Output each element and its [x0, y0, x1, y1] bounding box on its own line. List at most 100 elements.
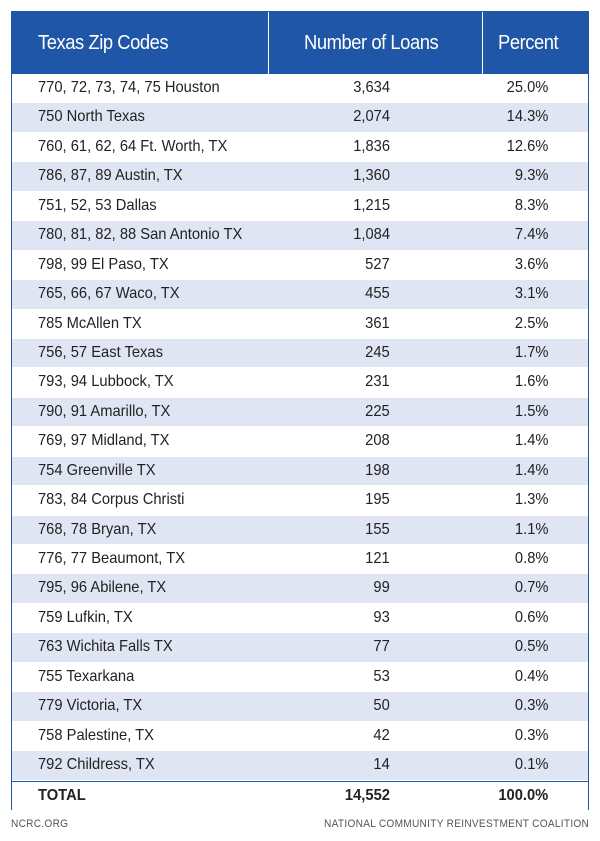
table-row: 758 Palestine, TX 42 0.3% — [12, 721, 588, 752]
zip-cell: 759 Lufkin, TX — [38, 608, 133, 626]
table-row: 754 Greenville TX 198 1.4% — [12, 456, 588, 487]
zip-cell: 786, 87, 89 Austin, TX — [38, 167, 183, 185]
zip-cell: 758 Palestine, TX — [38, 726, 154, 744]
percent-cell: 9.3% — [514, 167, 548, 185]
table-row: 755 Texarkana 53 0.4% — [12, 662, 588, 693]
footer-site: NCRC.ORG — [11, 818, 69, 830]
zip-cell: 763 Wichita Falls TX — [38, 638, 173, 656]
percent-cell: 14.3% — [506, 108, 548, 126]
percent-cell: 2.5% — [514, 314, 548, 332]
total-label: TOTAL — [38, 786, 86, 804]
loans-cell: 1,836 — [353, 137, 390, 155]
table-row: 792 Childress, TX 14 0.1% — [12, 751, 588, 781]
table-row: 785 McAllen TX 361 2.5% — [12, 309, 588, 339]
zip-cell: 776, 77 Beaumont, TX — [38, 550, 186, 567]
zip-cell: 760, 61, 62, 64 Ft. Worth, TX — [38, 137, 228, 155]
percent-cell: 0.3% — [514, 697, 548, 715]
total-loans: 14,552 — [344, 786, 390, 804]
percent-cell: 1.1% — [514, 520, 548, 538]
loans-cell: 527 — [365, 255, 390, 273]
percent-cell: 1.3% — [514, 491, 548, 509]
percent-cell: 0.5% — [514, 638, 548, 656]
loans-cell: 225 — [365, 402, 390, 420]
loans-cell: 245 — [365, 343, 390, 361]
loans-cell: 93 — [373, 608, 390, 626]
table-row: 759 Lufkin, TX 93 0.6% — [12, 603, 588, 634]
footer-org: NATIONAL COMMUNITY REINVESTMENT COALITIO… — [323, 818, 589, 830]
table-header: Texas Zip Codes Number of Loans Percent — [12, 12, 588, 74]
table-row: 750 North Texas 2,074 14.3% — [12, 103, 588, 133]
zip-cell: 785 McAllen TX — [38, 314, 142, 332]
zip-cell: 770, 72, 73, 74, 75 Houston — [38, 79, 220, 96]
loans-cell: 14 — [373, 756, 390, 774]
loans-cell: 121 — [365, 550, 390, 567]
table-row: 768, 78 Bryan, TX 155 1.1% — [12, 515, 588, 545]
zip-cell: 795, 96 Abilene, TX — [38, 579, 167, 597]
loans-cell: 198 — [365, 461, 390, 479]
table-row: 783, 84 Corpus Christi 195 1.3% — [12, 486, 588, 516]
column-header-loans: Number of Loans — [304, 32, 439, 54]
table-row: 779 Victoria, TX 50 0.3% — [12, 692, 588, 722]
zip-cell: 769, 97 Midland, TX — [38, 432, 170, 450]
table-row: 795, 96 Abilene, TX 99 0.7% — [12, 574, 588, 604]
zip-cell: 793, 94 Lubbock, TX — [38, 373, 174, 391]
table-row: 763 Wichita Falls TX 77 0.5% — [12, 633, 588, 663]
table-row: 756, 57 East Texas 245 1.7% — [12, 338, 588, 369]
zip-cell: 756, 57 East Texas — [38, 343, 163, 361]
table-row: 786, 87, 89 Austin, TX 1,360 9.3% — [12, 162, 588, 192]
loans-cell: 2,074 — [353, 108, 390, 126]
loans-cell: 455 — [365, 285, 390, 303]
zip-cell: 750 North Texas — [38, 108, 145, 126]
loans-cell: 42 — [373, 726, 390, 744]
percent-cell: 1.4% — [514, 461, 548, 479]
table-row: 751, 52, 53 Dallas 1,215 8.3% — [12, 191, 588, 222]
percent-cell: 1.4% — [514, 432, 548, 450]
table-row: 793, 94 Lubbock, TX 231 1.6% — [12, 368, 588, 398]
percent-cell: 0.3% — [514, 726, 548, 744]
table-row: 776, 77 Beaumont, TX 121 0.8% — [12, 545, 588, 575]
table-body: 770, 72, 73, 74, 75 Houston 3,634 25.0% 750… — [12, 74, 588, 810]
table-row: 770, 72, 73, 74, 75 Houston 3,634 25.0% — [12, 74, 588, 104]
loans-cell: 155 — [365, 520, 390, 538]
loans-table: Texas Zip Codes Number of Loans Percent … — [11, 11, 589, 810]
loans-cell: 3,634 — [353, 79, 390, 96]
zip-cell: 780, 81, 82, 88 San Antonio TX — [38, 226, 243, 244]
percent-cell: 3.1% — [514, 285, 548, 303]
zip-cell: 754 Greenville TX — [38, 461, 156, 479]
percent-cell: 3.6% — [514, 255, 548, 273]
zip-cell: 751, 52, 53 Dallas — [38, 196, 157, 214]
zip-cell: 755 Texarkana — [38, 667, 135, 685]
percent-cell: 8.3% — [514, 196, 548, 214]
table-row: 760, 61, 62, 64 Ft. Worth, TX 1,836 12.6% — [12, 132, 588, 163]
table-row: 798, 99 El Paso, TX 527 3.6% — [12, 250, 588, 281]
total-percent: 100.0% — [498, 786, 548, 804]
loans-cell: 1,215 — [353, 196, 390, 214]
loans-cell: 1,360 — [353, 167, 390, 185]
loans-cell: 99 — [373, 579, 390, 597]
percent-cell: 0.6% — [514, 608, 548, 626]
percent-cell: 12.6% — [506, 137, 548, 155]
percent-cell: 1.7% — [514, 343, 548, 361]
loans-cell: 208 — [365, 432, 390, 450]
zip-cell: 792 Childress, TX — [38, 756, 155, 774]
zip-cell: 783, 84 Corpus Christi — [38, 491, 185, 509]
table-row: 780, 81, 82, 88 San Antonio TX 1,084 7.4% — [12, 221, 588, 251]
percent-cell: 0.4% — [514, 667, 548, 685]
zip-cell: 779 Victoria, TX — [38, 697, 143, 715]
zip-cell: 768, 78 Bryan, TX — [38, 520, 157, 538]
total-row: TOTAL 14,552 100.0% — [12, 780, 588, 810]
header-divider — [268, 12, 269, 74]
table-row: 769, 97 Midland, TX 208 1.4% — [12, 427, 588, 457]
column-header-percent: Percent — [498, 32, 559, 54]
loans-cell: 1,084 — [353, 226, 390, 244]
percent-cell: 1.5% — [514, 402, 548, 420]
header-divider — [482, 12, 483, 74]
percent-cell: 0.7% — [514, 579, 548, 597]
percent-cell: 0.8% — [514, 550, 548, 567]
loans-cell: 77 — [373, 638, 390, 656]
percent-cell: 25.0% — [506, 79, 548, 96]
loans-cell: 231 — [365, 373, 390, 391]
table-row: 765, 66, 67 Waco, TX 455 3.1% — [12, 280, 588, 310]
loans-cell: 50 — [373, 697, 390, 715]
zip-cell: 798, 99 El Paso, TX — [38, 255, 169, 273]
